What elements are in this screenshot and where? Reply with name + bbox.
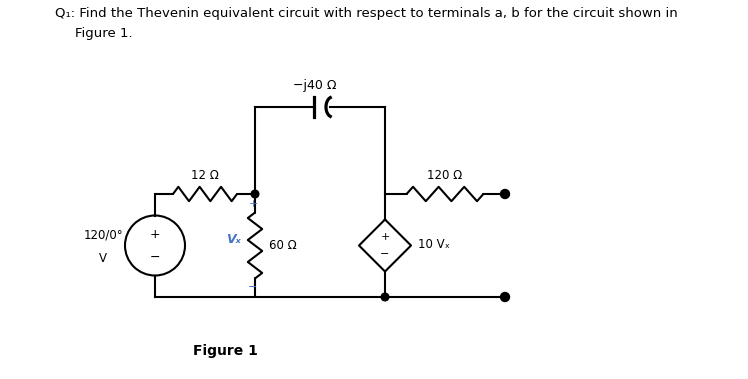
Text: Vₓ: Vₓ [226, 233, 241, 246]
Text: Figure 1: Figure 1 [192, 344, 257, 358]
Circle shape [500, 293, 509, 302]
Text: −: − [248, 282, 258, 292]
Text: Figure 1.: Figure 1. [75, 27, 132, 40]
Text: +: + [150, 228, 160, 241]
Text: 10 Vₓ: 10 Vₓ [418, 238, 450, 251]
Text: V: V [99, 252, 107, 265]
Text: +: + [248, 199, 258, 209]
Circle shape [251, 190, 259, 198]
Text: 120/0°: 120/0° [83, 229, 123, 242]
Text: −j40 Ω: −j40 Ω [293, 79, 337, 92]
Text: −: − [150, 251, 160, 264]
Circle shape [381, 293, 389, 301]
Text: +: + [380, 232, 390, 241]
Circle shape [500, 190, 509, 199]
Text: 12 Ω: 12 Ω [191, 169, 219, 182]
Text: Q₁: Find the Thevenin equivalent circuit with respect to terminals a, b for the : Q₁: Find the Thevenin equivalent circuit… [55, 7, 678, 20]
Text: 120 Ω: 120 Ω [427, 169, 462, 182]
Text: −: − [380, 249, 390, 260]
Text: 60 Ω: 60 Ω [269, 239, 297, 252]
